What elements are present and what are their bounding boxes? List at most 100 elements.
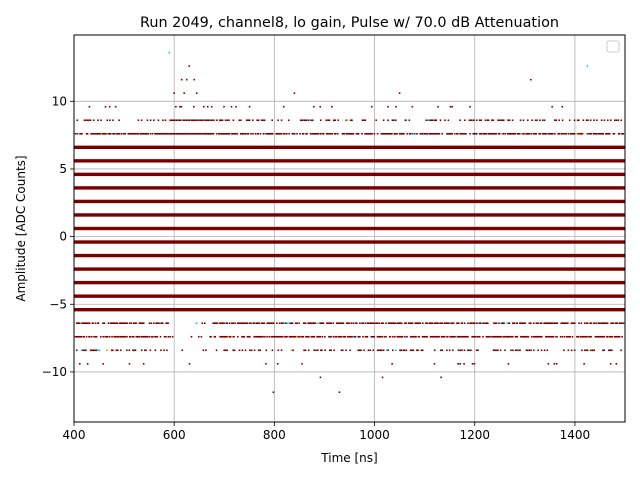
data-point <box>554 132 556 135</box>
data-point <box>383 335 386 338</box>
data-point <box>460 322 463 325</box>
data-point <box>273 335 275 338</box>
data-point <box>250 349 253 352</box>
data-point <box>499 349 502 352</box>
data-point <box>388 132 391 135</box>
data-point <box>319 349 322 352</box>
data-point <box>371 322 373 325</box>
data-point <box>600 132 603 135</box>
data-point <box>106 335 109 338</box>
data-point <box>508 322 511 325</box>
data-point <box>301 335 304 338</box>
data-point <box>589 132 591 135</box>
data-point <box>350 132 353 135</box>
data-point <box>233 335 235 338</box>
data-point <box>118 119 121 122</box>
data-point <box>572 322 575 325</box>
data-point <box>446 335 449 338</box>
data-point <box>539 132 542 135</box>
data-point <box>163 132 165 135</box>
data-point <box>292 335 295 338</box>
data-point <box>426 132 428 135</box>
data-point <box>169 119 171 122</box>
data-point <box>291 322 294 325</box>
data-point <box>345 349 347 352</box>
data-point <box>113 132 116 135</box>
data-point <box>601 132 604 135</box>
data-point <box>86 363 89 365</box>
data-point <box>370 322 372 325</box>
data-point <box>201 322 204 325</box>
data-point <box>467 349 469 352</box>
data-point <box>577 119 580 122</box>
data-point <box>571 132 574 135</box>
data-point <box>495 349 497 352</box>
data-point <box>172 132 175 135</box>
data-point <box>457 349 460 352</box>
data-point <box>545 322 548 325</box>
data-point <box>441 349 444 352</box>
data-point <box>406 335 408 338</box>
data-point <box>367 322 370 325</box>
data-point <box>409 349 412 352</box>
data-point <box>429 119 431 122</box>
data-point <box>525 349 528 352</box>
data-point <box>604 322 607 325</box>
data-point <box>308 119 311 122</box>
data-point <box>456 322 458 325</box>
data-point <box>228 119 230 122</box>
data-point <box>504 132 506 135</box>
data-point <box>159 322 162 325</box>
data-point <box>459 132 461 135</box>
data-point <box>507 335 510 338</box>
data-point <box>104 132 107 135</box>
data-point <box>467 322 469 325</box>
data-point <box>450 132 452 135</box>
data-point <box>553 322 555 325</box>
data-point <box>354 322 357 325</box>
data-point <box>549 132 552 135</box>
data-point <box>411 322 414 325</box>
data-point <box>603 335 606 338</box>
data-point <box>272 335 274 338</box>
data-point <box>140 335 143 338</box>
data-point <box>137 119 140 122</box>
data-point <box>528 322 531 325</box>
data-point <box>231 132 233 135</box>
data-point <box>341 132 344 135</box>
data-point <box>501 132 503 135</box>
data-point <box>586 349 589 352</box>
data-point <box>140 349 143 352</box>
data-point <box>522 335 524 338</box>
data-point <box>157 322 160 325</box>
data-point <box>473 322 476 325</box>
data-point <box>332 335 335 338</box>
data-point <box>572 132 575 135</box>
data-point <box>284 335 286 338</box>
data-point <box>440 322 443 325</box>
data-point <box>80 132 82 135</box>
data-point <box>270 322 273 325</box>
data-point <box>613 335 616 338</box>
data-point <box>567 322 569 325</box>
data-point <box>463 335 466 338</box>
data-point <box>263 322 266 325</box>
data-point <box>115 322 117 325</box>
data-point <box>375 322 378 325</box>
data-point <box>503 322 505 325</box>
data-point <box>321 349 323 352</box>
data-point <box>430 132 432 135</box>
data-point <box>524 335 526 338</box>
data-point <box>266 335 268 338</box>
data-point <box>175 105 177 108</box>
data-point <box>315 132 317 135</box>
data-point <box>322 322 325 325</box>
data-point <box>94 335 97 338</box>
data-point <box>381 376 384 379</box>
data-point <box>226 132 229 135</box>
data-point <box>167 322 169 325</box>
data-point <box>586 322 589 325</box>
data-point <box>85 119 87 122</box>
data-point <box>319 105 322 108</box>
data-point <box>469 322 471 325</box>
